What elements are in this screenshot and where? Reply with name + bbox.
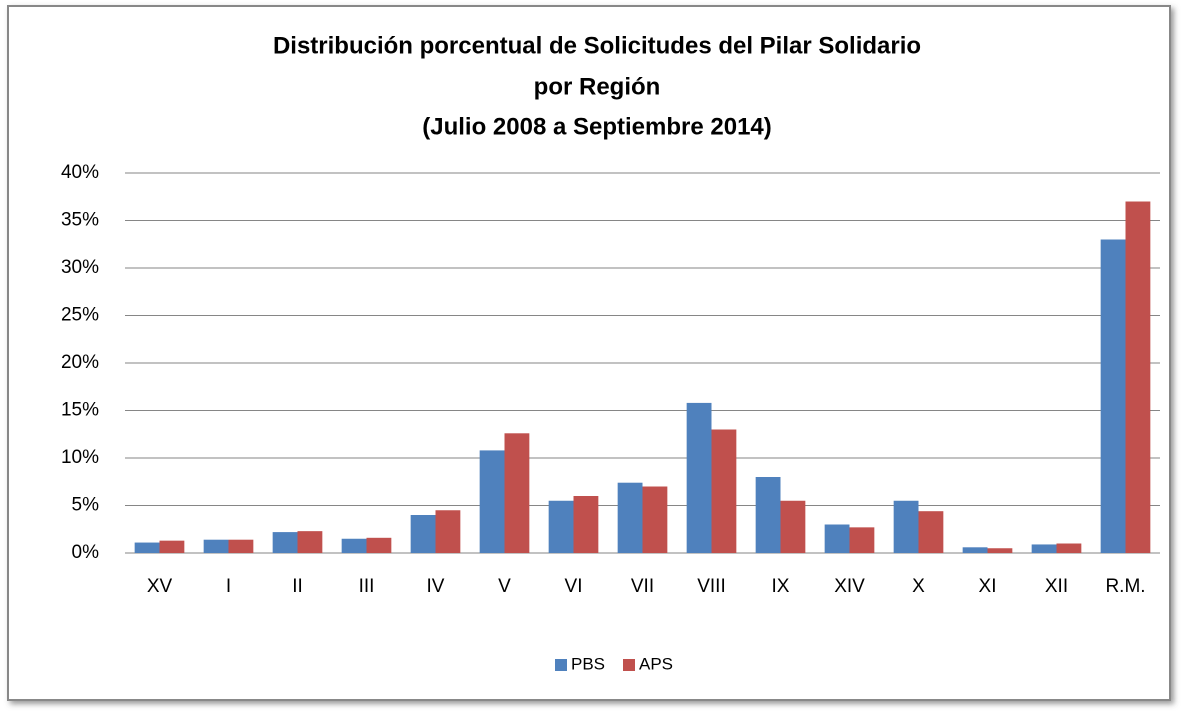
bar [272, 532, 298, 553]
x-tick-label: XII [1045, 576, 1068, 597]
bar [1100, 239, 1126, 553]
y-tick-label: 15% [61, 400, 99, 421]
legend-swatch [623, 659, 635, 671]
legend-label: APS [639, 654, 673, 673]
x-tick-label: II [292, 576, 303, 597]
x-tick-label: XV [147, 576, 173, 597]
x-tick-label: III [359, 576, 375, 597]
bar [1056, 543, 1082, 553]
x-tick-label: IX [772, 576, 790, 597]
y-tick-label: 5% [72, 495, 100, 516]
bar [711, 429, 737, 553]
bar [435, 510, 461, 553]
y-tick-label: 30% [61, 257, 99, 278]
x-tick-label: I [226, 576, 231, 597]
bar [479, 450, 505, 553]
bar [504, 433, 530, 553]
bar [203, 539, 229, 553]
chart-title: (Julio 2008 a Septiembre 2014) [422, 113, 772, 140]
chart-frame [7, 5, 1171, 701]
bar [548, 500, 574, 553]
x-tick-label: XIV [834, 576, 865, 597]
bar [918, 511, 944, 553]
bar [642, 486, 668, 553]
x-tick-label: VI [565, 576, 583, 597]
bar [849, 527, 875, 553]
bar [755, 477, 781, 553]
bar [297, 531, 323, 553]
x-tick-label: V [498, 576, 511, 597]
bar [341, 538, 367, 553]
bar [1125, 201, 1151, 553]
x-tick-label: VIII [697, 576, 726, 597]
bar [228, 539, 254, 553]
x-tick-label: IV [427, 576, 445, 597]
y-tick-label: 20% [61, 352, 99, 373]
bar [617, 482, 643, 553]
bar [159, 540, 185, 553]
bar [573, 496, 599, 553]
chart-title: Distribución porcentual de Solicitudes d… [273, 32, 921, 59]
x-tick-label: R.M. [1105, 576, 1145, 597]
chart-title: por Región [534, 73, 661, 100]
x-tick-label: VII [631, 576, 654, 597]
bar [780, 500, 806, 553]
y-tick-label: 0% [72, 542, 100, 563]
bar [1031, 544, 1057, 553]
bar [962, 547, 988, 553]
bar [824, 524, 850, 553]
y-tick-label: 25% [61, 305, 99, 326]
bar [686, 402, 712, 553]
x-tick-label: X [912, 576, 925, 597]
y-tick-label: 40% [61, 162, 99, 183]
bar [987, 548, 1013, 553]
legend-swatch [555, 659, 567, 671]
bar [366, 537, 392, 553]
bar [893, 500, 919, 553]
y-tick-label: 35% [61, 210, 99, 231]
y-tick-label: 10% [61, 447, 99, 468]
legend-label: PBS [571, 654, 605, 673]
bar [134, 542, 160, 553]
x-tick-label: XI [979, 576, 997, 597]
bar [410, 515, 436, 553]
